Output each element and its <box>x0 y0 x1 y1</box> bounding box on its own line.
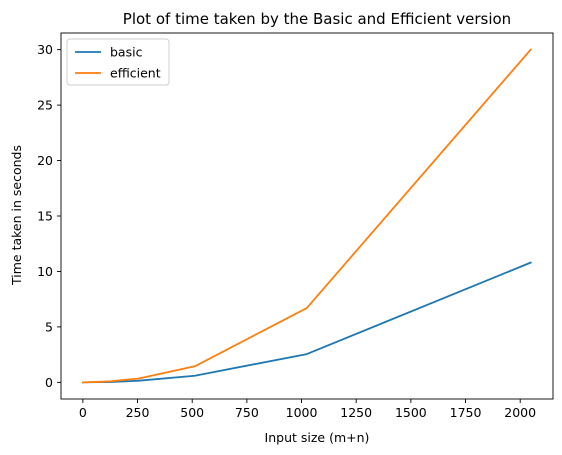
series-lines <box>81 48 532 384</box>
y-tick-label: 25 <box>37 98 53 113</box>
plot-frame <box>60 32 554 400</box>
x-tick-label: 250 <box>126 405 150 420</box>
y-tick-label: 20 <box>37 153 53 168</box>
x-tick-label: 750 <box>235 405 259 420</box>
legend: basic efficient <box>66 38 170 86</box>
legend-label-efficient: efficient <box>110 66 161 81</box>
y-tick-label: 0 <box>45 375 53 390</box>
x-axis-label: Input size (m+n) <box>265 430 370 445</box>
y-tick-label: 5 <box>45 319 53 334</box>
x-tick-label: 1000 <box>286 405 318 420</box>
y-axis-ticks: 0 5 10 15 20 25 30 <box>37 42 61 390</box>
x-axis-ticks: 0 250 500 750 1000 1250 1500 1750 2000 <box>79 399 536 420</box>
y-tick-label: 15 <box>37 209 53 224</box>
y-tick-label: 30 <box>37 42 53 57</box>
chart-title: Plot of time taken by the Basic and Effi… <box>123 10 511 28</box>
y-axis-label: Time taken in seconds <box>9 145 24 286</box>
x-tick-label: 1250 <box>340 405 372 420</box>
x-tick-label: 1500 <box>395 405 427 420</box>
series-line-efficient <box>81 48 532 384</box>
x-tick-label: 2000 <box>504 405 536 420</box>
x-tick-label: 0 <box>79 405 87 420</box>
x-tick-label: 500 <box>180 405 204 420</box>
series-line-basic <box>81 261 532 384</box>
legend-label-basic: basic <box>110 45 143 60</box>
x-tick-label: 1750 <box>450 405 482 420</box>
plot-area-border <box>60 32 554 400</box>
y-tick-label: 10 <box>37 264 53 279</box>
